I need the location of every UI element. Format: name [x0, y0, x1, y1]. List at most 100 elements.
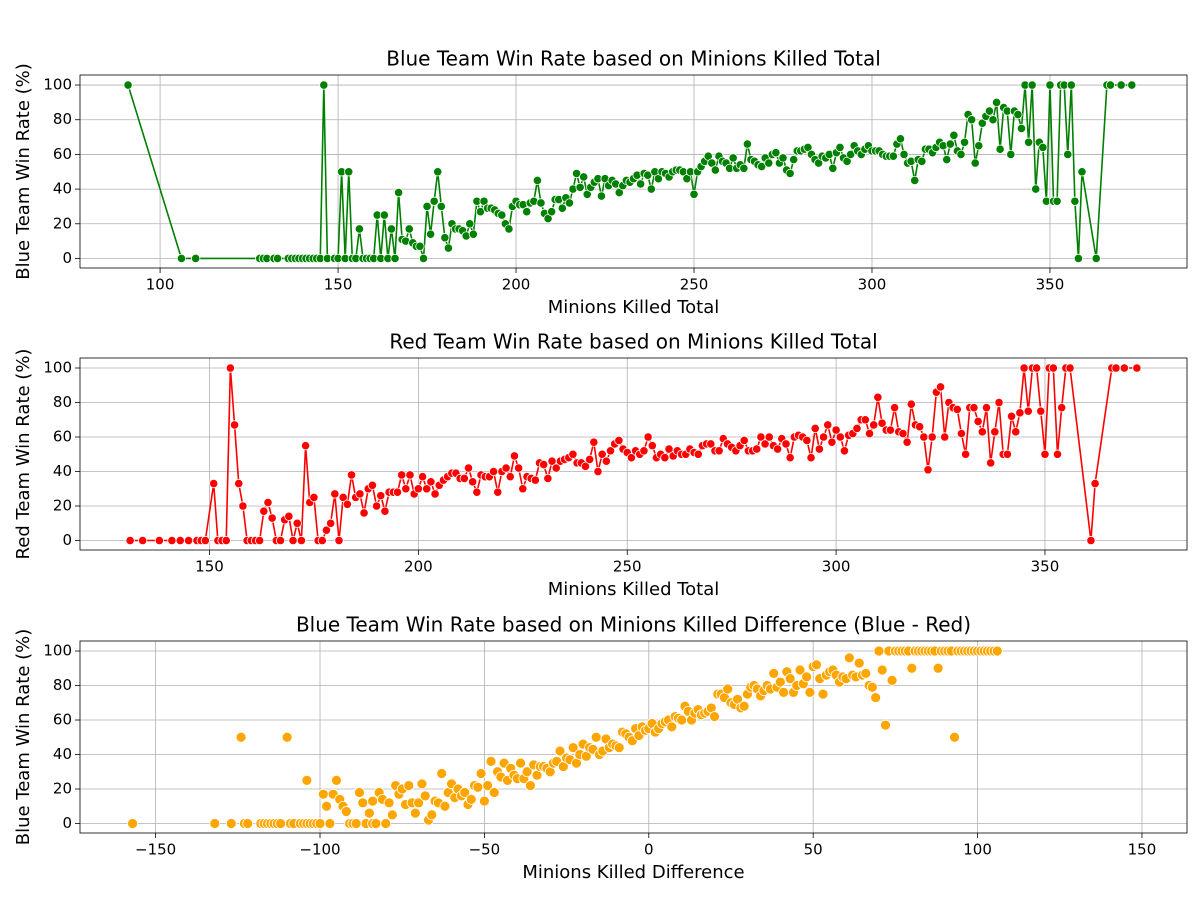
data-point	[991, 97, 1002, 107]
data-point	[590, 731, 602, 743]
data-point	[666, 721, 678, 733]
data-point	[235, 731, 247, 743]
plot-frame	[79, 74, 1188, 269]
data-point	[321, 800, 332, 812]
data-point	[350, 818, 362, 829]
data-point	[514, 463, 524, 473]
data-point	[870, 692, 882, 703]
data-point	[465, 219, 475, 229]
data-point	[895, 134, 906, 144]
data-point	[154, 535, 164, 546]
data-point	[906, 399, 916, 409]
data-point	[430, 489, 440, 499]
data-point	[1105, 80, 1116, 90]
x-tick-label: 150	[324, 276, 353, 294]
data-point	[319, 80, 329, 90]
data-point	[817, 688, 829, 700]
data-point	[296, 535, 306, 546]
data-point	[885, 425, 896, 435]
data-point	[852, 423, 862, 433]
data-point	[459, 473, 469, 484]
data-point	[1119, 363, 1129, 373]
data-point	[551, 463, 561, 473]
data-point	[676, 714, 688, 726]
data-point	[557, 203, 567, 213]
data-point	[919, 432, 929, 442]
data-point	[376, 491, 386, 501]
data-point	[354, 224, 365, 234]
data-point	[225, 818, 237, 829]
data-point	[1091, 253, 1101, 264]
data-point	[994, 397, 1004, 408]
data-point	[275, 535, 286, 546]
data-point	[646, 184, 656, 194]
x-tick-label: 150	[195, 558, 224, 576]
data-point	[417, 472, 428, 482]
x-tick-label: −50	[469, 841, 501, 859]
data-point	[426, 229, 436, 239]
data-point	[923, 465, 933, 475]
data-point	[284, 511, 294, 521]
data-point	[1038, 142, 1048, 153]
data-point	[234, 478, 244, 489]
y-tick-label: 100	[43, 642, 72, 660]
data-point	[915, 422, 925, 432]
data-point	[605, 446, 616, 456]
data-point	[959, 137, 970, 147]
data-point	[301, 774, 313, 786]
data-point	[314, 818, 326, 829]
data-point	[593, 466, 603, 477]
data-point	[176, 253, 187, 264]
data-point	[326, 518, 336, 528]
y-tick-label: 60	[53, 711, 72, 729]
data-point	[647, 441, 657, 451]
data-point	[1032, 363, 1042, 373]
data-point	[873, 645, 885, 657]
data-point	[818, 432, 829, 442]
data-point	[401, 484, 411, 494]
data-point	[468, 477, 478, 487]
data-point	[764, 158, 774, 168]
data-point	[413, 484, 423, 494]
data-point	[1023, 406, 1033, 416]
data-point	[355, 489, 365, 499]
data-point	[1077, 167, 1087, 177]
x-tick-label: 350	[1036, 276, 1065, 294]
data-point	[888, 151, 898, 161]
data-point	[478, 795, 490, 807]
data-point	[468, 229, 478, 239]
data-point	[689, 189, 699, 199]
data-point	[331, 774, 342, 786]
data-point	[1052, 449, 1063, 459]
data-point	[596, 191, 607, 201]
data-point	[969, 403, 979, 413]
data-point	[221, 535, 231, 546]
data-point	[889, 403, 900, 413]
data-point	[1024, 137, 1034, 147]
data-point	[835, 142, 845, 153]
plot-frame	[79, 640, 1188, 834]
data-point	[1015, 408, 1025, 418]
data-point	[693, 449, 703, 459]
data-point	[497, 210, 507, 220]
data-point	[419, 790, 431, 802]
data-point	[876, 664, 888, 676]
data-point	[967, 115, 977, 125]
data-point	[403, 780, 415, 791]
data-point	[973, 416, 983, 427]
data-point	[275, 818, 286, 829]
data-point	[995, 144, 1005, 154]
y-tick-label: 60	[53, 428, 72, 446]
data-point	[949, 130, 959, 140]
data-point	[636, 179, 646, 189]
data-point	[956, 428, 967, 439]
data-point	[728, 153, 738, 163]
data-point	[509, 451, 520, 461]
data-point	[949, 731, 960, 743]
plot-frame	[79, 357, 1188, 551]
data-point	[518, 484, 528, 494]
data-point	[342, 499, 352, 509]
data-point	[324, 818, 336, 829]
data-point	[1006, 411, 1017, 421]
data-point	[814, 444, 824, 454]
